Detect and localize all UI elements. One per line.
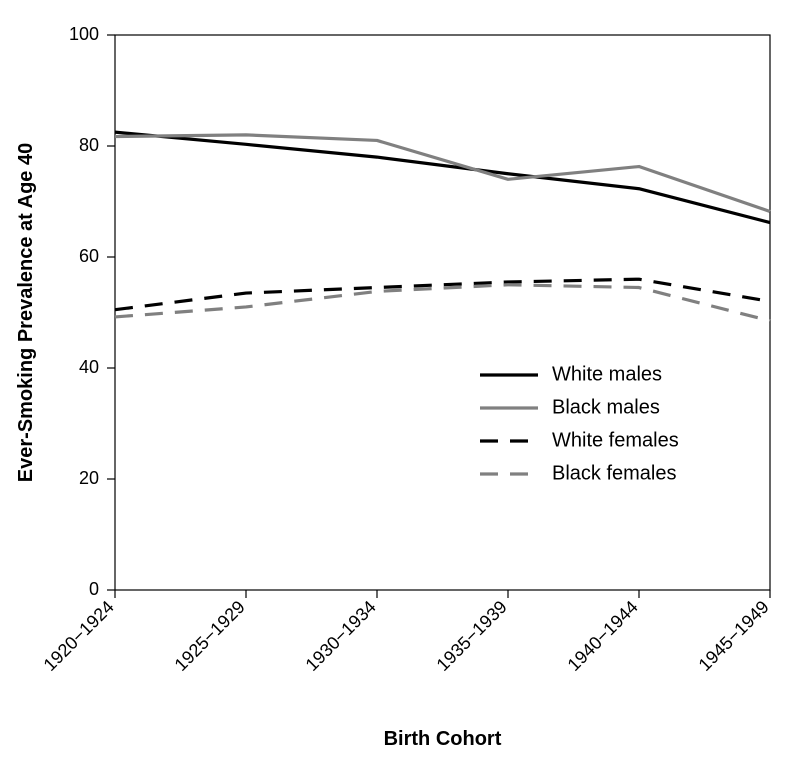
series-line — [115, 285, 770, 321]
y-tick-label: 80 — [79, 135, 99, 155]
y-axis-title: Ever-Smoking Prevalence at Age 40 — [15, 143, 37, 482]
x-tick-label: 1930−1934 — [302, 597, 380, 675]
x-tick-label: 1935−1939 — [433, 597, 511, 675]
y-tick-label: 60 — [79, 246, 99, 266]
y-tick-label: 100 — [69, 24, 99, 44]
plot-border — [115, 35, 770, 590]
legend-label: Black males — [552, 396, 660, 418]
x-tick-label: 1945−1949 — [695, 597, 773, 675]
legend-label: Black females — [552, 462, 677, 484]
y-tick-label: 0 — [89, 579, 99, 599]
line-chart: 0 20 40 60 80 100 1920−1924 1925−1929 1930−1934 1… — [0, 0, 800, 759]
x-axis-title: Birth Cohort — [384, 728, 502, 750]
legend-label: White females — [552, 429, 679, 451]
chart-container: 0 20 40 60 80 100 1920−1924 1925−1929 1930−1934 1… — [0, 0, 800, 759]
x-tick-label: 1940−1944 — [564, 597, 642, 675]
x-tick-label: 1920−1924 — [40, 597, 118, 675]
legend-label: White males — [552, 363, 662, 385]
series-line — [115, 279, 770, 310]
y-tick-label: 20 — [79, 468, 99, 488]
series-line — [115, 135, 770, 212]
y-tick-label: 40 — [79, 357, 99, 377]
x-tick-label: 1925−1929 — [171, 597, 249, 675]
